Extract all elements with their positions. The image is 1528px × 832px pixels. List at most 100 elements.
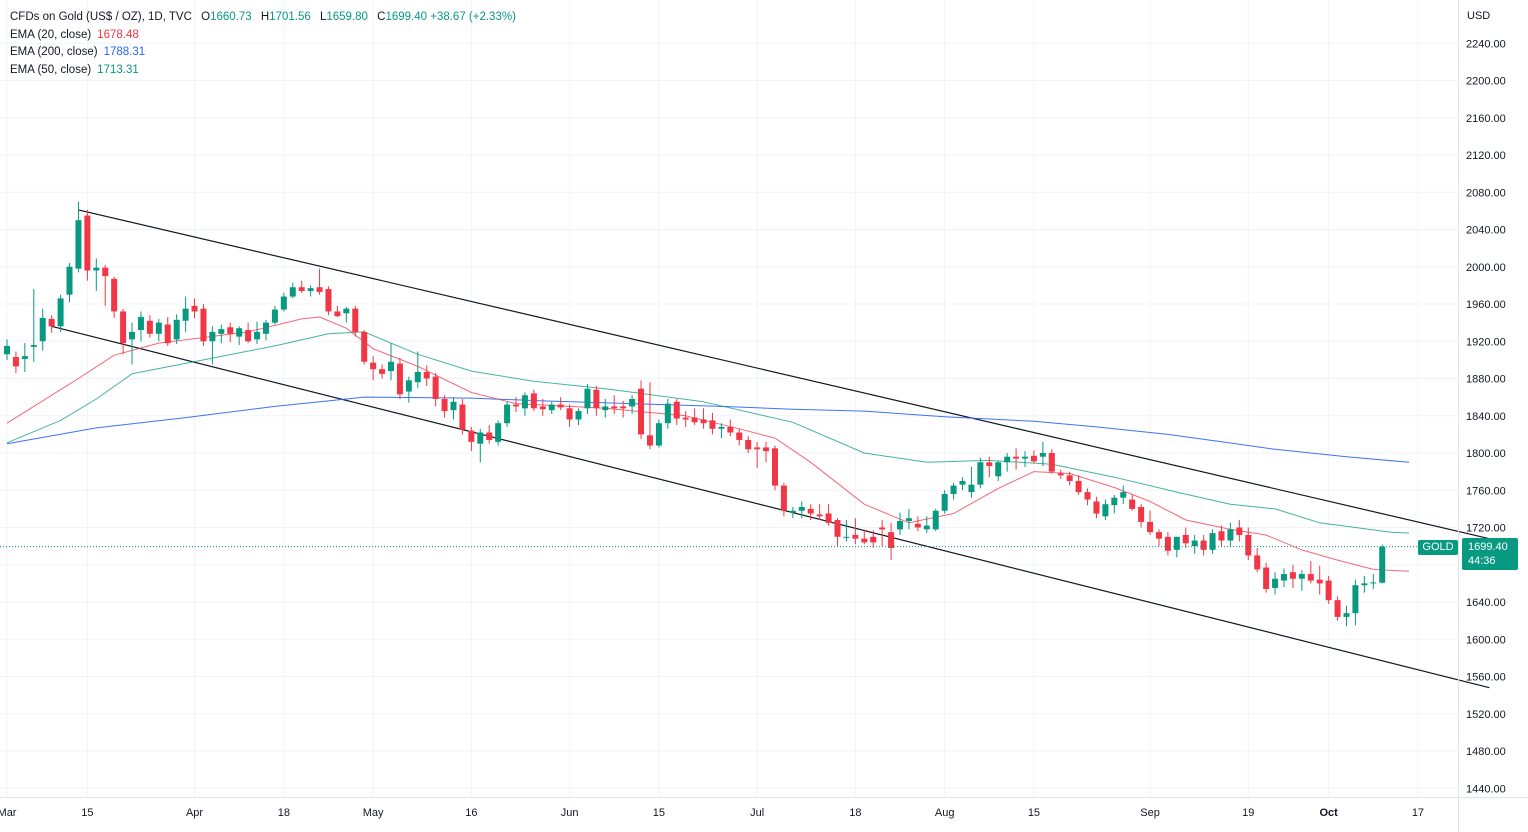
chart-grid [0,0,1458,797]
candle [1164,532,1171,556]
candle-body [825,513,832,523]
candle-body [75,220,82,269]
price-tick-label: 1480.00 [1466,746,1506,758]
candle-body [164,324,171,344]
candle [584,384,591,414]
ema50-row[interactable]: EMA (50, close) 1713.31 [10,62,516,80]
candle [1343,605,1350,627]
time-tick-label: 18 [849,807,861,819]
candle [513,397,520,413]
candle [816,504,823,521]
candle [4,339,10,360]
price-tick-label: 2240.00 [1466,38,1506,50]
candle-body [468,430,475,442]
candle [432,372,439,407]
candle [852,518,859,545]
candle-body [361,331,368,362]
candle-body [629,398,636,407]
candle [227,322,234,343]
candle [539,398,546,416]
candle [1013,448,1020,470]
candle-body [897,520,903,530]
candle [102,264,109,306]
candle-body [379,369,386,374]
candle [611,395,618,414]
candle [66,263,73,303]
ema200-value: 1788.31 [103,46,146,58]
candle-body [432,376,439,399]
time-tick-label: Oct [1319,807,1338,819]
candle-body [1138,507,1145,522]
candle [1307,561,1314,584]
price-tick-label: 2080.00 [1466,187,1506,199]
candle-body [4,345,10,355]
candle [932,508,939,532]
candle [370,356,377,381]
candle-body [262,322,269,334]
candle [1280,568,1287,588]
candle-body [727,426,734,433]
symbol-title[interactable]: CFDs on Gold (US$ / OZ), 1D, TVC [10,11,192,23]
candle [986,456,993,478]
low-label: L [319,11,327,23]
candle [789,507,796,519]
candle-body [843,536,850,538]
candle-body [316,287,323,292]
candle-body [1280,574,1287,581]
candle-body [673,401,680,419]
candle [236,326,243,345]
candle-body [289,287,296,297]
candle [486,425,493,444]
candle [352,305,359,337]
candle [620,400,627,418]
candle [1334,596,1341,621]
candle [191,298,198,318]
ema50-value: 1713.31 [97,63,139,76]
candle [780,482,787,517]
candle [1227,522,1234,547]
candle [736,428,743,446]
last-price-value: 1699.40 [1468,541,1508,553]
candle-body [1218,531,1225,541]
candle-body [218,329,225,334]
candle-body [1057,473,1064,476]
candle-body [30,344,37,347]
candle-body [1370,582,1377,584]
high-label: H [260,11,270,23]
candle-body [807,508,814,514]
candle-body [1298,574,1305,579]
candle-body [745,439,752,450]
ema200-row[interactable]: EMA (200, close) 1788.31 [10,44,516,62]
candle [129,322,136,365]
price-tick-label: 2040.00 [1466,225,1506,237]
candle [307,285,314,297]
candle-body [566,408,573,420]
candle-body [48,318,55,327]
candle-body [21,356,28,359]
candle-body [986,462,993,467]
candle [1004,453,1011,472]
candle-body [1030,455,1037,462]
candle [825,504,832,526]
candle [548,401,555,414]
candle [1182,527,1189,548]
candle-body [93,267,100,271]
candle [120,308,127,355]
candle [173,314,180,345]
candle-body [905,518,912,521]
candle-body [1245,534,1252,556]
time-tick-label: 15 [653,807,665,819]
candle [1191,534,1198,554]
ema20-row[interactable]: EMA (20, close) 1678.48 [10,27,516,45]
time-tick-label: Aug [935,807,955,819]
candle-body [12,357,19,367]
candle [1218,525,1225,547]
candle [763,441,770,463]
candle [325,286,332,316]
candle-body [1325,580,1332,601]
currency-label[interactable]: USD [1467,10,1491,22]
candle [343,306,350,323]
candle [1102,499,1109,521]
candle-body [200,308,207,342]
